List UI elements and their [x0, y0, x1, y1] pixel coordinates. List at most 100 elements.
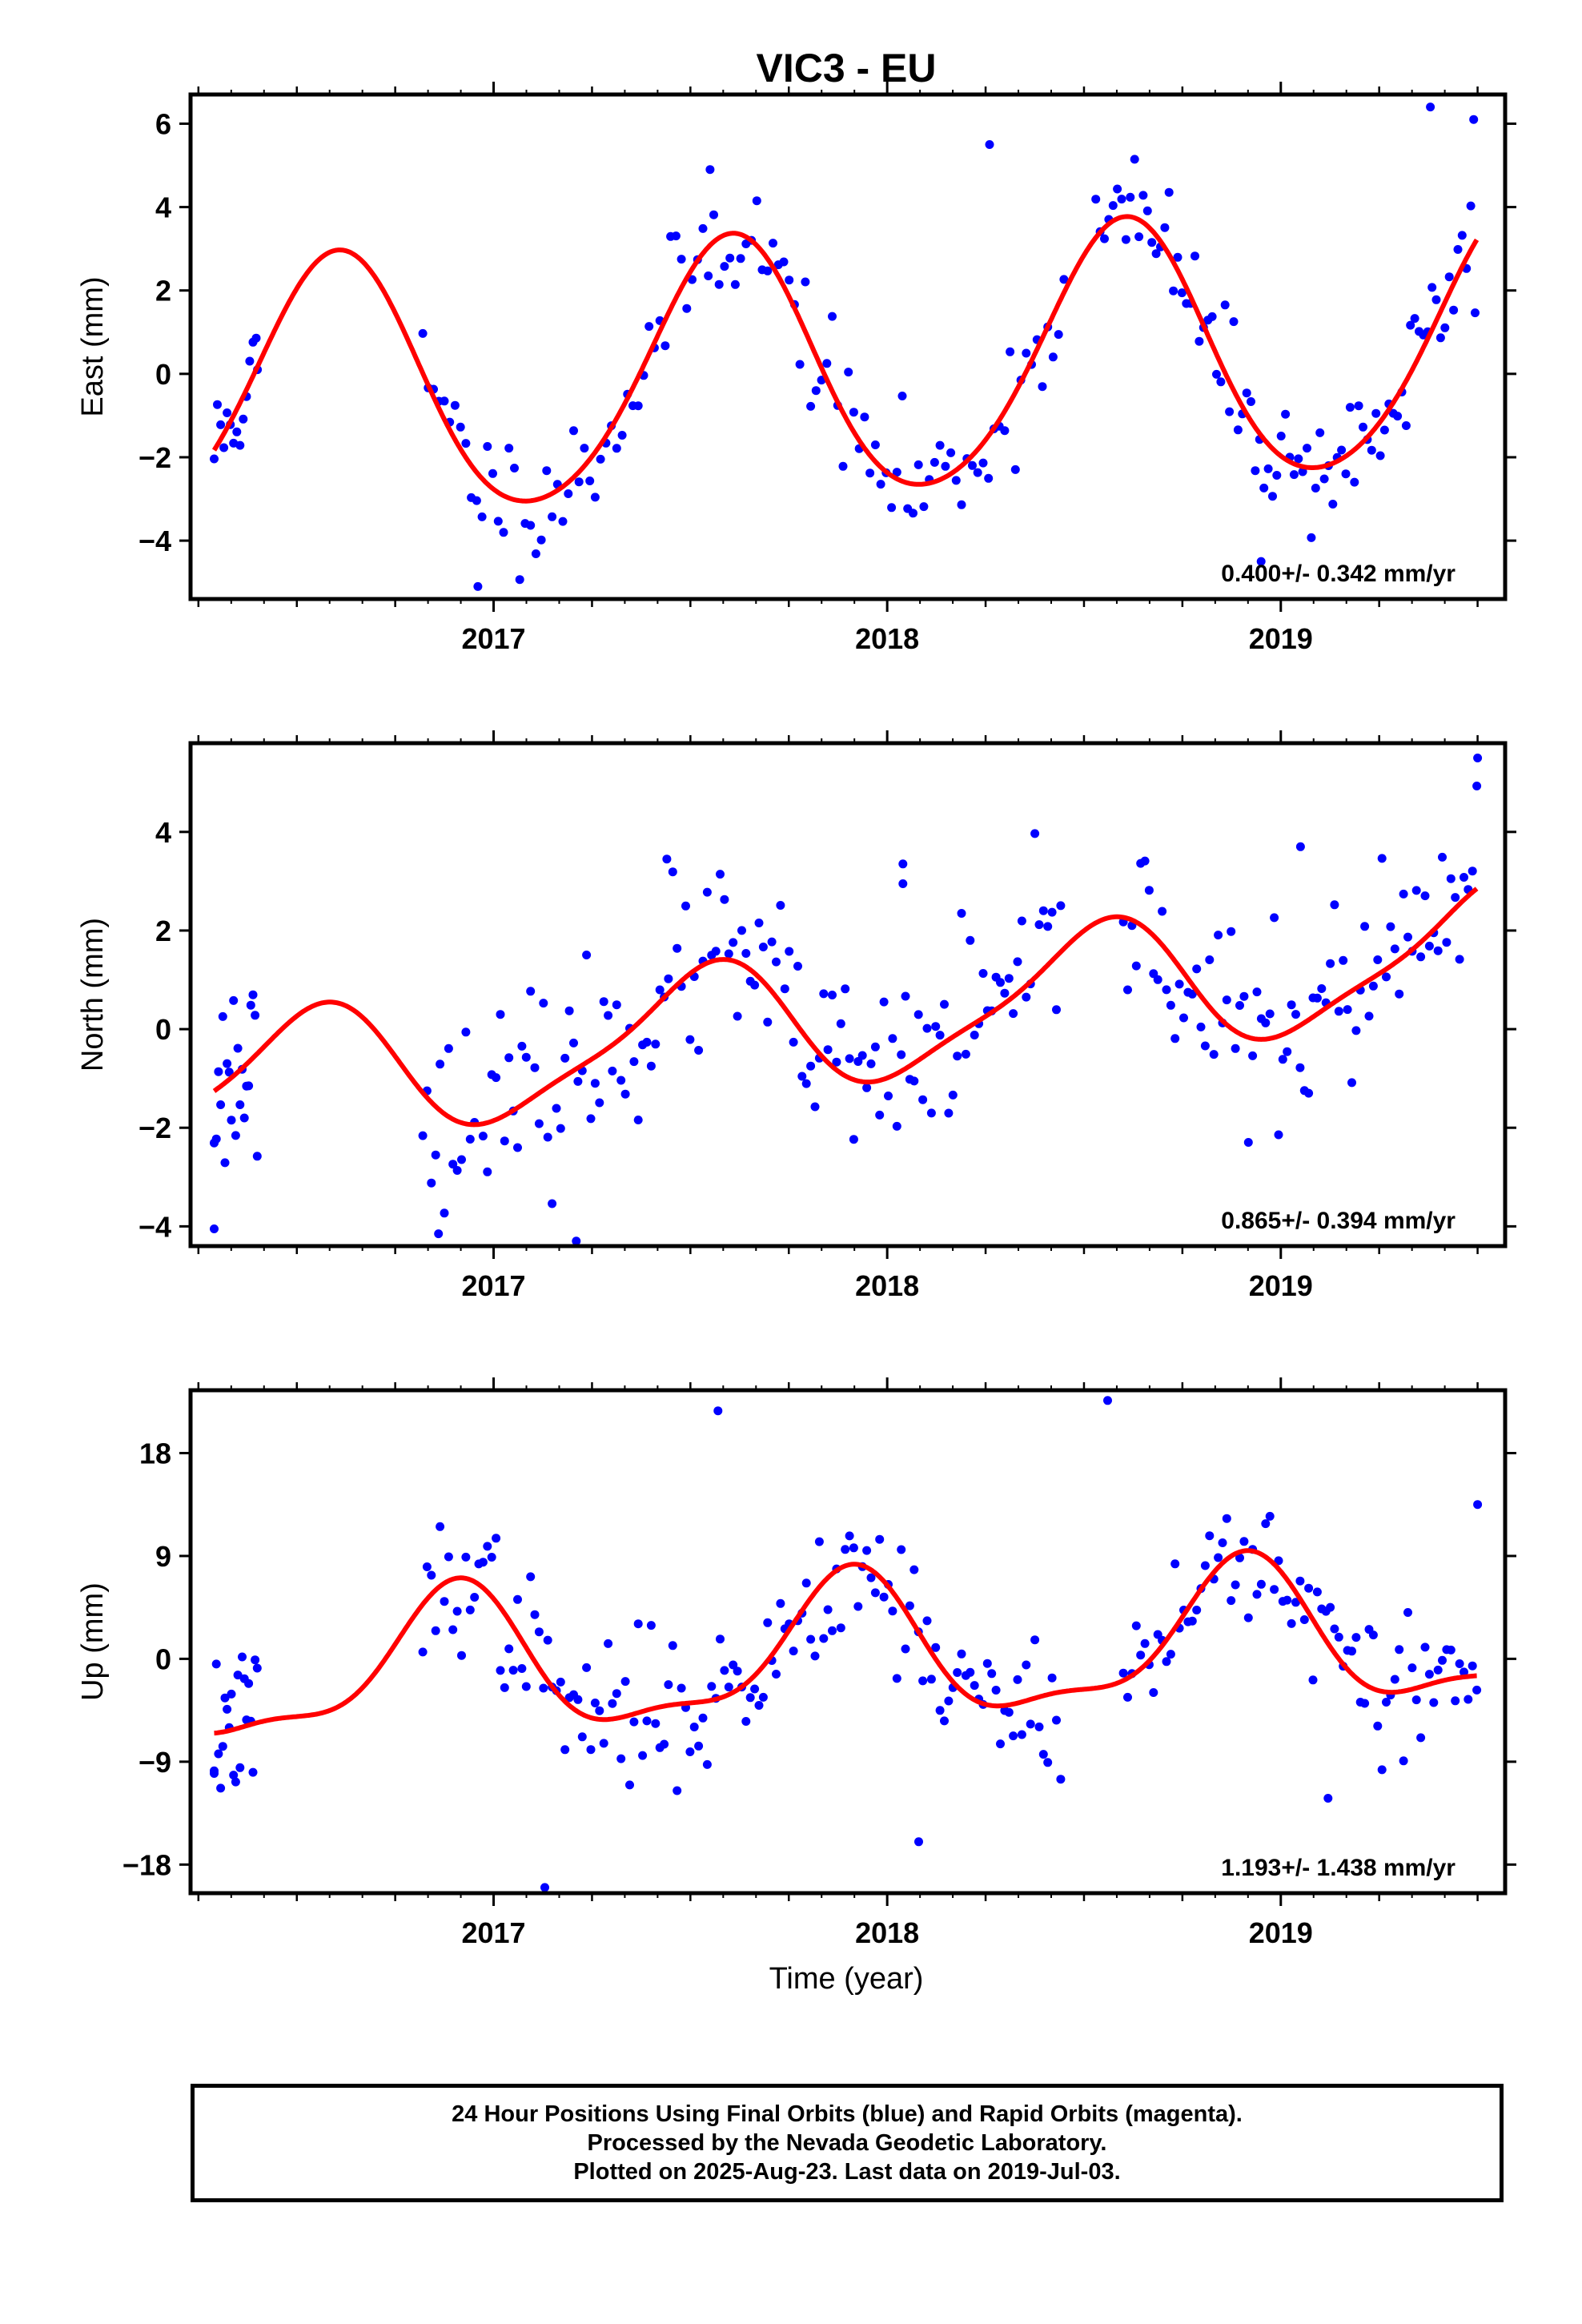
data-point — [1350, 477, 1359, 487]
data-point — [427, 1178, 436, 1188]
data-point — [556, 1124, 565, 1133]
data-point — [801, 1079, 811, 1088]
data-point — [828, 1626, 837, 1635]
data-point — [1393, 412, 1403, 421]
data-point — [1196, 1022, 1206, 1031]
data-point — [857, 1051, 867, 1060]
data-point — [1214, 931, 1223, 940]
data-point — [457, 1155, 466, 1164]
data-point — [436, 1522, 445, 1531]
data-point — [702, 1759, 712, 1769]
data-point — [1164, 187, 1174, 197]
data-point — [996, 978, 1005, 987]
data-point — [1368, 981, 1378, 991]
data-point — [1360, 922, 1370, 931]
data-point — [941, 461, 950, 471]
data-point — [1103, 1396, 1112, 1405]
data-point — [475, 1247, 484, 1256]
data-point — [1108, 201, 1118, 211]
data-point — [422, 1562, 432, 1571]
data-point — [720, 1666, 729, 1675]
data-point — [931, 1642, 941, 1652]
data-point — [860, 412, 869, 422]
y-tick-label: 9 — [155, 1540, 171, 1573]
data-point — [931, 1022, 941, 1031]
data-point — [644, 322, 654, 332]
data-point — [604, 1011, 613, 1020]
data-point — [534, 1627, 544, 1637]
data-point — [210, 454, 219, 464]
data-point — [239, 414, 248, 424]
data-point — [1174, 979, 1184, 989]
data-point — [673, 943, 682, 953]
data-point — [1268, 492, 1277, 501]
data-point — [1469, 115, 1479, 124]
data-point — [1265, 1511, 1275, 1521]
data-point — [685, 1035, 695, 1044]
data-point — [1160, 223, 1170, 232]
data-point — [898, 859, 908, 869]
data-point — [596, 454, 605, 464]
data-point — [539, 1683, 548, 1693]
data-point — [1351, 1633, 1361, 1642]
data-point — [638, 1751, 648, 1760]
data-point — [488, 468, 497, 478]
data-point — [1416, 952, 1426, 962]
data-point — [448, 1625, 458, 1634]
data-point — [926, 1675, 936, 1684]
data-point — [1375, 451, 1385, 460]
x-axis-label: Time (year) — [769, 1962, 924, 1996]
data-point — [513, 1143, 522, 1152]
data-point — [515, 575, 524, 585]
data-point — [1191, 251, 1199, 261]
y-tick-label: 2 — [155, 275, 171, 308]
footer-line: Processed by the Nevada Geodetic Laborat… — [587, 2130, 1107, 2156]
data-point — [521, 1682, 531, 1691]
data-point — [1360, 1699, 1370, 1708]
data-point — [1455, 955, 1464, 964]
data-point — [252, 1663, 262, 1673]
data-point — [1401, 421, 1411, 430]
data-point — [1386, 922, 1395, 931]
data-point — [1274, 1130, 1283, 1140]
data-point — [1276, 432, 1286, 440]
data-point — [1416, 1733, 1426, 1743]
data-point — [1283, 1047, 1292, 1056]
data-point — [1022, 348, 1031, 358]
data-point — [616, 1076, 626, 1085]
data-point — [685, 1747, 695, 1756]
data-point — [1291, 1598, 1300, 1607]
data-point — [688, 275, 697, 284]
data-point — [1038, 906, 1048, 915]
data-point — [1411, 886, 1421, 895]
data-point — [828, 991, 837, 999]
data-point — [245, 356, 255, 366]
data-point — [1446, 1645, 1456, 1655]
y-axis-label: East (mm) — [76, 276, 110, 416]
data-point — [500, 1683, 509, 1692]
data-point — [229, 1771, 239, 1780]
data-point — [957, 909, 966, 918]
data-point — [1047, 907, 1057, 917]
data-point — [530, 1063, 540, 1072]
data-point — [1471, 308, 1480, 318]
panel-east: 2017 2018 2019 −4 −2 0 2 4 6 East (mm) 0.400+/- 0.… — [76, 82, 1516, 655]
data-point — [246, 1000, 255, 1010]
data-point — [892, 1674, 901, 1683]
data-point — [1270, 1585, 1279, 1594]
data-point — [1205, 955, 1215, 964]
data-point — [210, 1766, 219, 1775]
data-point — [897, 1545, 906, 1554]
data-point — [223, 1704, 232, 1714]
data-point — [633, 1116, 643, 1124]
data-point — [750, 980, 760, 990]
data-point — [853, 1602, 863, 1611]
data-point — [1451, 893, 1460, 903]
data-point — [682, 304, 692, 313]
data-point — [1438, 852, 1447, 862]
data-point — [473, 581, 483, 591]
data-point — [1034, 1722, 1044, 1731]
data-point — [1457, 231, 1467, 240]
data-point — [996, 1739, 1005, 1749]
data-point — [909, 1565, 919, 1574]
